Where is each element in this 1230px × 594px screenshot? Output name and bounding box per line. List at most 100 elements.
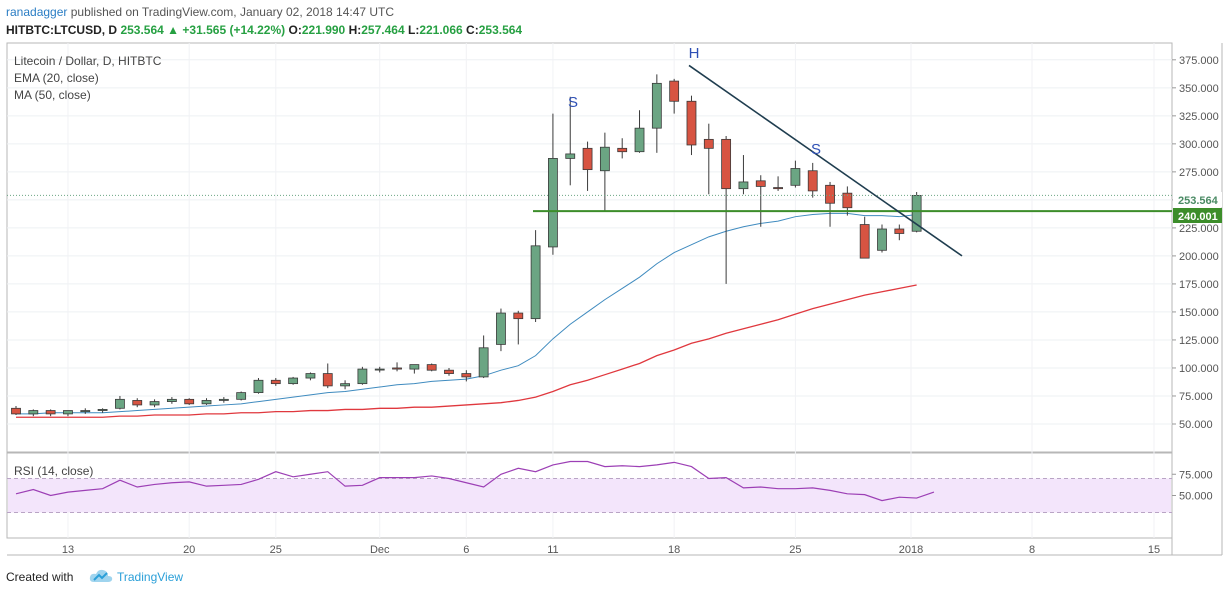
last-price-tag: 253.564: [1178, 195, 1219, 207]
candle-body: [322, 373, 333, 387]
candle-body: [703, 138, 714, 149]
candle-body: [859, 224, 870, 259]
tradingview-cloud-icon[interactable]: [88, 568, 114, 591]
candle-body: [721, 138, 732, 190]
price-tick-label: 300.000: [1179, 139, 1219, 151]
time-tick-label: 13: [62, 544, 74, 556]
rsi-tick-label: 75.000: [1179, 469, 1213, 481]
candle-body: [496, 312, 506, 345]
rsi-tick-label: 50.000: [1179, 491, 1213, 503]
publish-line: ranadagger published on TradingView.com,…: [6, 5, 394, 19]
price-tick-label: 175.000: [1179, 279, 1219, 291]
close-value: 253.564: [478, 23, 523, 37]
price-tick-label: 150.000: [1179, 307, 1219, 319]
time-tick-label: 18: [668, 544, 680, 556]
right-shoulder-label: S: [811, 141, 821, 158]
price-tick-label: 125.000: [1179, 335, 1219, 347]
high-label: H:: [348, 23, 362, 37]
low-label: L:: [407, 23, 420, 37]
ohlc-line: HITBTC:LTCUSD, D 253.564 ▲ +31.565 (+14.…: [6, 23, 522, 37]
time-tick-label: 20: [183, 544, 195, 556]
legend: Litecoin / Dollar, D, HITBTC EMA (20, cl…: [14, 54, 162, 478]
candlestick-series: [11, 74, 922, 417]
symbol-label: HITBTC:LTCUSD, D: [6, 23, 118, 37]
price-tick-label: 275.000: [1179, 167, 1219, 179]
candle-body: [426, 364, 437, 371]
price-tick-label: 325.000: [1179, 111, 1219, 123]
line-price-tag: 240.001: [1178, 211, 1218, 223]
head-label: H: [689, 45, 700, 62]
close-label: C:: [466, 23, 479, 37]
open-label: O:: [288, 23, 302, 37]
candle-body: [45, 410, 56, 415]
rsi-pane: [7, 460, 1172, 513]
time-tick-label: 6: [463, 544, 469, 556]
candle-body: [530, 245, 541, 320]
rsi-band: [8, 478, 1171, 513]
candle-body: [201, 400, 212, 405]
open-value: 221.990: [301, 23, 346, 37]
price-tick-label: 200.000: [1179, 251, 1219, 263]
time-tick-label: 25: [789, 544, 801, 556]
candle-body: [582, 147, 593, 171]
candle-body: [63, 410, 73, 415]
candle-body: [374, 368, 385, 371]
created-with-text: Created with: [6, 570, 74, 584]
candle-body: [669, 80, 680, 102]
left-shoulder-label: S: [568, 94, 578, 111]
rsi-line: [15, 460, 935, 502]
candle-body: [357, 368, 368, 385]
price-tick-label: 100.000: [1179, 363, 1219, 375]
neckline-trendline[interactable]: [688, 64, 963, 257]
price-tick-label: 375.000: [1179, 55, 1219, 67]
candle-body: [461, 373, 472, 378]
candle-body: [634, 127, 645, 153]
last-price-tag-bg: [1173, 192, 1222, 207]
candle-body: [236, 392, 247, 400]
candle-body: [807, 170, 818, 192]
legend-title: Litecoin / Dollar, D, HITBTC: [14, 54, 162, 68]
price-change: +31.565 (+14.22%): [182, 23, 286, 37]
candle-body: [305, 373, 316, 379]
candle-body: [773, 187, 783, 190]
time-tick-label: 25: [270, 544, 282, 556]
candle-body: [894, 228, 905, 234]
candle-body: [444, 369, 454, 374]
author-link[interactable]: ranadagger: [6, 5, 68, 19]
candle-body: [842, 192, 853, 209]
candle-body: [392, 367, 402, 370]
drawing-lines[interactable]: [7, 64, 1172, 257]
published-text: published on TradingView.com, January 02…: [70, 5, 395, 19]
price-tick-label: 75.000: [1179, 391, 1213, 403]
candle-body: [270, 379, 281, 385]
up-triangle-icon: ▲: [167, 23, 180, 37]
time-tick-label: 11: [547, 544, 558, 556]
candle-body: [599, 146, 610, 172]
price-tick-label: 50.000: [1179, 419, 1213, 431]
candle-body: [755, 180, 766, 187]
candle-body: [738, 181, 749, 190]
low-value: 221.066: [419, 23, 463, 37]
grid: [7, 43, 1172, 538]
annotations: S H S: [568, 45, 821, 158]
high-value: 257.464: [361, 23, 405, 37]
chart-header: ranadagger published on TradingView.com,…: [0, 0, 1230, 44]
footer: Created with TradingView: [0, 566, 1230, 594]
ma-50-line: [16, 284, 917, 418]
candle-body: [11, 407, 21, 415]
chart-canvas[interactable]: 375.000350.000325.000300.000275.000250.0…: [0, 40, 1230, 566]
candle-body: [651, 82, 662, 129]
candle-body: [80, 410, 91, 413]
candle-body: [340, 383, 350, 387]
time-tick-label: 15: [1148, 544, 1160, 556]
line-price-tag-bg: [1173, 208, 1222, 223]
candle-body: [218, 398, 229, 401]
candle-body: [149, 401, 160, 406]
tradingview-brand[interactable]: TradingView: [117, 570, 184, 584]
candle-body: [132, 400, 143, 406]
time-axis[interactable]: 13 20 25 Dec 6 11 18 25 2018 8 15: [62, 544, 1160, 556]
candle-body: [184, 398, 195, 405]
time-tick-label: Dec: [370, 544, 390, 556]
candle-body: [548, 158, 558, 248]
time-tick-label: 8: [1029, 544, 1035, 556]
